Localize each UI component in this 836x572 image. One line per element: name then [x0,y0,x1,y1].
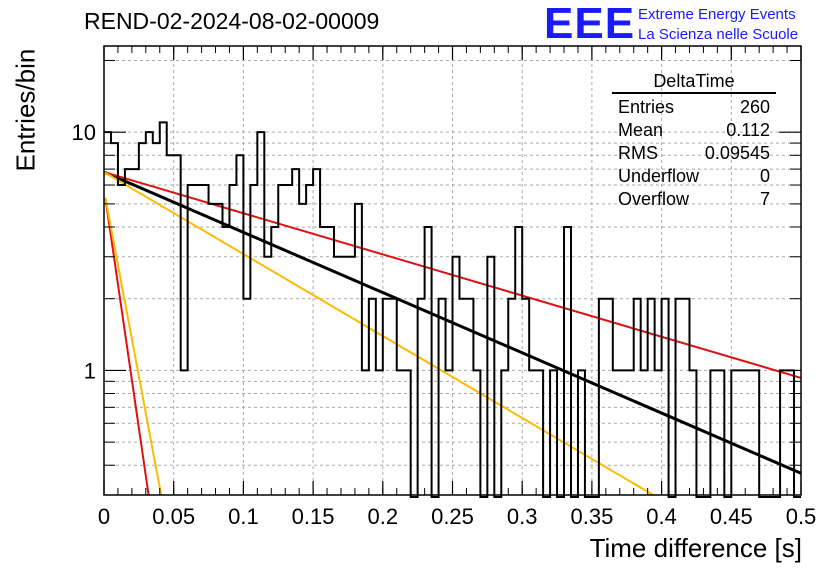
stats-label: Entries [618,97,675,117]
logo-tagline-1: Extreme Energy Events [638,6,796,23]
stats-value: 0.112 [726,120,770,140]
y-tick-label: 10 [72,120,96,145]
logo-tagline-2: La Scienza nelle Scuole [638,26,799,43]
stats-row: Mean 0.112 [612,119,776,142]
stats-divider [612,92,776,94]
x-axis-label: Time difference [s] [589,533,802,563]
y-axis-label: Entries/bin [10,48,41,172]
stats-label: Mean [618,120,664,140]
stats-row: Overflow 7 [612,188,776,211]
stats-value: 7 [759,189,770,209]
x-tick-label: 0.1 [228,504,259,529]
logo-mark: EEE [544,0,636,48]
histogram [104,121,801,498]
tick-labels: 0 0.05 0.1 0.15 0.2 0.25 0.3 0.35 0.4 0.45 0.5 1 10 [72,120,817,529]
x-tick-label: 0.25 [431,504,474,529]
x-tick-label: 0.2 [368,504,399,529]
stats-label: Overflow [618,189,690,209]
x-tick-label: 0.45 [710,504,753,529]
stats-row: RMS 0.09545 [612,142,776,165]
stats-row: Entries 260 [612,96,776,119]
stats-label: Underflow [618,166,700,186]
x-tick-label: 0.05 [152,504,195,529]
x-tick-label: 0.4 [646,504,677,529]
stats-title: DeltaTime [653,71,735,91]
stats-row: Underflow 0 [612,165,776,188]
chart-title: REND-02-2024-08-02-00009 [84,8,380,34]
x-tick-label: 0.35 [570,504,613,529]
x-tick-label: 0.15 [292,504,335,529]
grid [104,46,801,496]
x-tick-label: 0 [98,504,110,529]
fit-curve [104,197,150,496]
stats-box: DeltaTime Entries 260 Mean 0.112 RMS 0.0954… [612,70,776,211]
stats-label: RMS [618,143,658,163]
x-tick-label: 0.3 [507,504,538,529]
histogram-outline [104,121,801,498]
fit-curve [103,171,654,496]
stats-value: 0 [759,166,770,186]
axis-ticks [103,46,802,496]
fit-curve [104,197,163,496]
x-tick-label: 0.5 [786,504,817,529]
y-tick-label: 1 [84,358,96,383]
stats-value: 0.09545 [704,143,770,163]
stats-value: 260 [739,97,770,117]
